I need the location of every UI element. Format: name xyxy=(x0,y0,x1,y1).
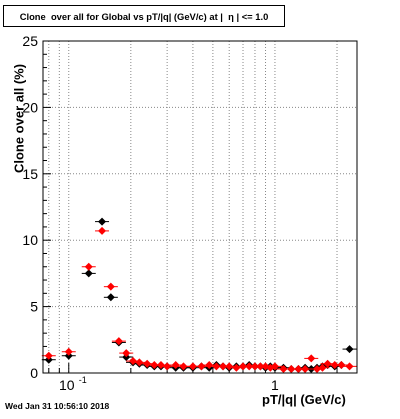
data-point xyxy=(313,365,322,374)
plot-frame xyxy=(42,40,358,374)
data-point xyxy=(171,361,180,370)
y-tick-label: 10 xyxy=(22,232,38,248)
data-point xyxy=(44,351,53,360)
data-point xyxy=(84,262,93,271)
data-point xyxy=(156,361,165,370)
y-axis-label: Clone over all (%) xyxy=(11,63,27,174)
data-point xyxy=(143,359,152,368)
chart-title: Clone over all for Global vs pT/|q| (GeV… xyxy=(19,11,269,22)
data-point xyxy=(163,362,172,371)
x-tick-label: 1 xyxy=(271,377,279,393)
y-tick-label: 15 xyxy=(22,166,38,182)
data-point xyxy=(114,337,123,346)
data-point xyxy=(197,362,206,371)
data-point xyxy=(345,362,354,371)
axis-layer: 0 5 10 15 20 25 10 -1 1 xyxy=(22,33,338,393)
data-point xyxy=(106,282,115,291)
data-point xyxy=(279,365,288,374)
x-tick-label: 10 xyxy=(59,377,75,393)
timestamp-footer: Wed Jan 31 10:56:10 2018 xyxy=(5,401,110,411)
data-point xyxy=(179,362,188,371)
data-point xyxy=(205,361,214,370)
data-point xyxy=(270,362,279,371)
data-point xyxy=(98,217,107,226)
data-point xyxy=(64,347,73,356)
x-tick-label-exponent: -1 xyxy=(79,375,87,385)
data-point xyxy=(307,354,316,363)
data-point xyxy=(188,362,197,371)
x-axis-label: pT/|q| (GeV/c) xyxy=(262,392,346,407)
y-tick-label: 5 xyxy=(30,299,38,315)
data-point xyxy=(323,359,332,368)
data-point xyxy=(84,269,93,278)
data-point xyxy=(98,226,107,235)
title-box: Clone over all for Global vs pT/|q| (GeV… xyxy=(3,5,285,27)
data-point xyxy=(129,357,138,366)
data-point xyxy=(301,365,310,374)
y-tick-label: 25 xyxy=(22,33,38,49)
data-point xyxy=(122,349,131,358)
data-point xyxy=(232,363,241,372)
data-point xyxy=(135,358,144,367)
data-point xyxy=(225,362,234,371)
y-tick-label: 0 xyxy=(30,365,38,381)
data-layer xyxy=(41,217,357,374)
data-point xyxy=(318,363,327,372)
grid-layer xyxy=(43,41,357,373)
data-point xyxy=(106,293,115,302)
data-point xyxy=(345,345,354,354)
data-point xyxy=(337,361,346,370)
data-point xyxy=(287,365,296,374)
y-tick-label: 20 xyxy=(22,99,38,115)
